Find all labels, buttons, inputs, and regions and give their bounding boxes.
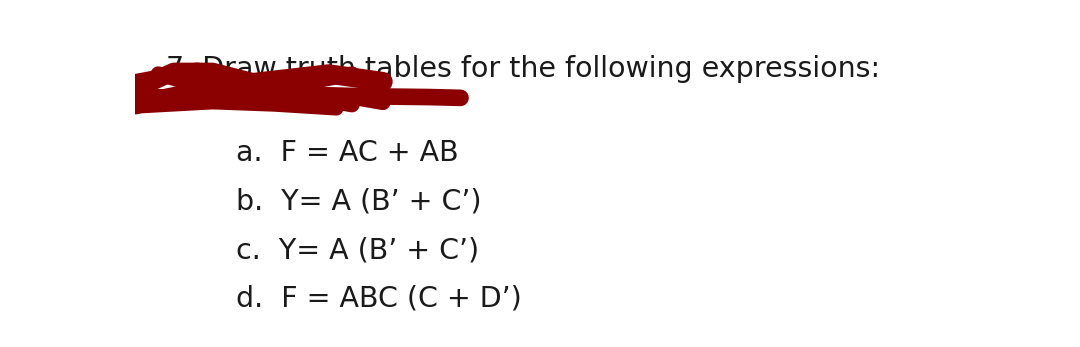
Text: b.  Y= A (B’ + C’): b. Y= A (B’ + C’) <box>235 188 482 216</box>
Text: d.  F = ABC (C + D’): d. F = ABC (C + D’) <box>235 285 522 313</box>
Text: 7. Draw truth tables for the following expressions:: 7. Draw truth tables for the following e… <box>166 55 880 83</box>
Text: a.  F = AC + AB: a. F = AC + AB <box>235 139 458 168</box>
Text: c.  Y= A (B’ + C’): c. Y= A (B’ + C’) <box>235 236 478 264</box>
